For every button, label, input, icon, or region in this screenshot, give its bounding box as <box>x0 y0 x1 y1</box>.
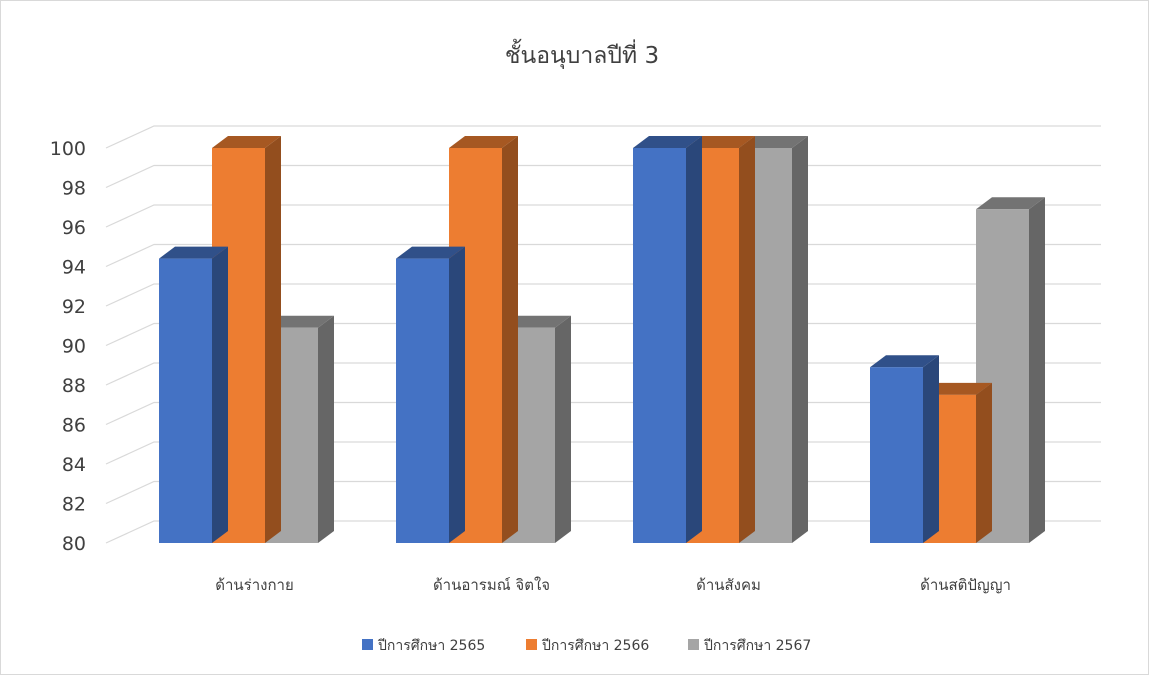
bar <box>633 136 702 543</box>
gridline <box>105 125 1101 149</box>
y-tick-label: 84 <box>62 454 86 476</box>
legend: ปีการศึกษา 2565 ปีการศึกษา 2566 ปีการศึกษา… <box>362 638 811 654</box>
y-tick-label: 88 <box>62 375 86 397</box>
category-label: ด้านสังคม <box>696 576 761 594</box>
bar-group <box>159 136 334 543</box>
y-tick-label: 92 <box>62 296 86 318</box>
legend-item: ปีการศึกษา 2566 <box>526 638 649 654</box>
y-tick-label: 100 <box>50 138 86 160</box>
legend-swatch <box>688 639 699 650</box>
bar-group <box>870 197 1045 543</box>
category-label: ด้านร่างกาย <box>215 576 294 594</box>
legend-label: ปีการศึกษา 2566 <box>542 638 650 654</box>
category-label: ด้านสติปัญญา <box>920 576 1011 594</box>
category-label: ด้านอารมณ์ จิตใจ <box>433 576 550 594</box>
bar <box>159 246 228 543</box>
y-tick-label: 90 <box>62 336 86 358</box>
legend-item: ปีการศึกษา 2565 <box>362 638 485 654</box>
legend-item: ปีการศึกษา 2567 <box>688 638 811 654</box>
y-tick-label: 86 <box>62 415 86 437</box>
bar <box>396 246 465 543</box>
bar-group <box>633 136 808 543</box>
y-tick-label: 98 <box>62 178 86 200</box>
legend-label: ปีการศึกษา 2565 <box>378 638 486 654</box>
bars <box>159 136 1045 543</box>
y-tick-label: 94 <box>62 257 86 279</box>
y-axis-ticks: 80 82 84 86 88 90 92 94 96 98 100 <box>50 138 86 555</box>
y-tick-label: 96 <box>62 217 86 239</box>
category-labels: ด้านร่างกาย ด้านอารมณ์ จิตใจ ด้านสังคม ด้าน… <box>215 576 1011 594</box>
legend-swatch <box>362 639 373 650</box>
chart-title: ชั้นอนุบาลปีที่ 3 <box>505 39 659 69</box>
y-tick-label: 80 <box>62 533 86 555</box>
legend-label: ปีการศึกษา 2567 <box>704 638 812 654</box>
legend-swatch <box>526 639 537 650</box>
bar <box>870 355 939 543</box>
bar-group <box>396 136 571 543</box>
y-tick-label: 82 <box>62 494 86 516</box>
